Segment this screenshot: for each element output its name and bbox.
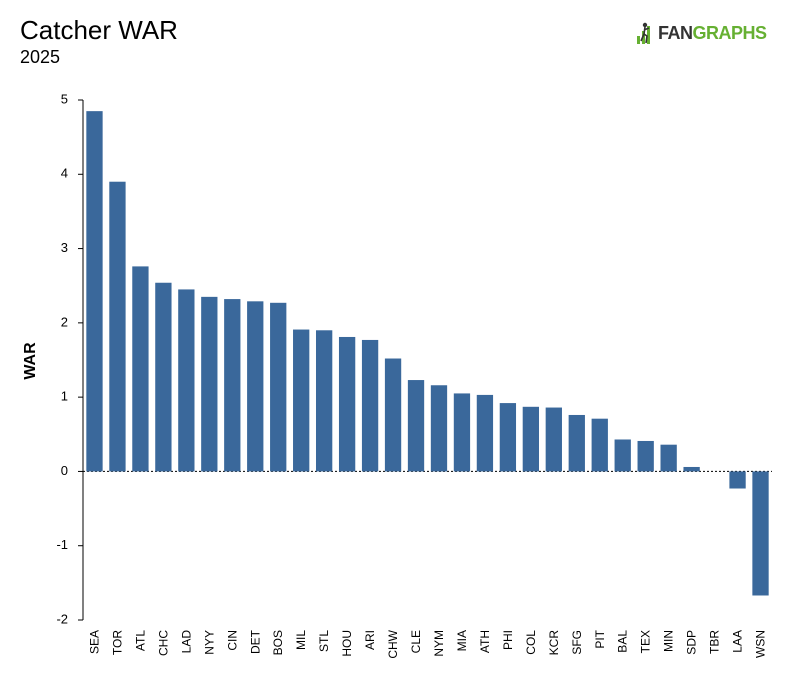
logo-text-graphs: GRAPHS (692, 22, 768, 43)
bar-hou (338, 336, 356, 472)
x-tick-label-sea: SEA (87, 630, 101, 654)
bar-sea (86, 111, 103, 472)
bar-det (247, 301, 264, 472)
bar-sdp (683, 466, 700, 472)
logo-text-fan: FAN (658, 22, 693, 43)
x-tick-label-tex: TEX (639, 630, 653, 653)
bar-bal (614, 439, 631, 472)
x-tick-label-tbr: TBR (708, 630, 722, 654)
x-tick-label-nyy: NYY (202, 630, 216, 655)
y-axis-ticks: 5 4 3 2 1 0 -1 -2 (56, 91, 83, 626)
bar-phi (499, 403, 517, 472)
bar-col (522, 406, 540, 472)
bar-cle (407, 380, 425, 472)
x-tick-label-bal: BAL (616, 630, 630, 653)
fangraphs-bars-icon (637, 22, 650, 44)
y-tick-label: -2 (56, 611, 68, 626)
x-tick-label-mia: MIA (455, 630, 469, 651)
x-tick-label-hou: HOU (340, 630, 354, 657)
x-tick-label-phi: PHI (501, 630, 515, 650)
x-tick-label-ath: ATH (478, 630, 492, 653)
x-tick-label-mil: MIL (294, 630, 308, 650)
y-tick-label: 1 (61, 389, 68, 404)
x-tick-label-nym: NYM (432, 630, 446, 657)
y-tick-label: 0 (61, 463, 68, 478)
bar-bos (270, 302, 287, 472)
bar-lad (178, 289, 195, 472)
bar-kcr (545, 407, 562, 472)
y-axis-title: WAR (22, 342, 39, 380)
x-tick-label-min: MIN (662, 630, 676, 652)
x-tick-label-chc: CHC (156, 630, 170, 656)
bar-ari (361, 339, 379, 472)
bar-nyy (201, 296, 218, 472)
x-tick-label-laa: LAA (731, 630, 745, 653)
x-tick-label-wsn: WSN (754, 630, 768, 658)
bar-nym (430, 385, 448, 472)
chart-title: Catcher WAR (20, 15, 178, 45)
bar-tex (637, 440, 654, 472)
bar-sfg (568, 414, 585, 472)
x-tick-label-tor: TOR (110, 630, 124, 655)
y-tick-label: 3 (61, 240, 68, 255)
x-tick-label-sdp: SDP (685, 630, 699, 655)
bar-chc (155, 282, 172, 472)
bar-min (660, 444, 677, 472)
bar-atl (132, 266, 149, 472)
x-tick-label-kcr: KCR (547, 630, 561, 656)
bar-ath (476, 394, 494, 472)
bar-stl (315, 330, 333, 472)
x-tick-label-ari: ARI (363, 630, 377, 650)
x-tick-label-pit: PIT (593, 629, 607, 648)
chart-subtitle: 2025 (20, 47, 61, 67)
bars-group (86, 111, 769, 596)
bar-cin (224, 299, 241, 472)
x-tick-label-det: DET (248, 629, 262, 654)
bar-chw (384, 358, 402, 472)
x-tick-label-cin: CIN (225, 630, 239, 651)
x-tick-label-sfg: SFG (570, 630, 584, 655)
bar-wsn (752, 471, 769, 596)
bar-tor (109, 181, 126, 472)
bar-laa (729, 471, 746, 489)
x-tick-label-stl: STL (317, 630, 331, 652)
y-tick-label: 5 (61, 91, 68, 106)
fangraphs-logo: FAN GRAPHS (636, 20, 767, 46)
x-tick-label-chw: CHW (386, 629, 400, 658)
bar-mil (293, 329, 310, 472)
x-axis-labels: SEA TOR ATL CHC LAD NYY CIN DET BOS MIL STL HOU ARI C… (87, 629, 767, 658)
x-tick-label-lad: LAD (179, 630, 193, 654)
bar-mia (453, 393, 471, 472)
bar-pit (591, 418, 608, 472)
x-tick-label-bos: BOS (271, 630, 285, 655)
x-tick-label-col: COL (524, 630, 538, 655)
y-tick-label: -1 (56, 537, 68, 552)
x-tick-label-atl: ATL (133, 630, 147, 651)
x-tick-label-cle: CLE (409, 630, 423, 653)
y-tick-label: 4 (61, 166, 68, 181)
y-tick-label: 2 (61, 314, 68, 329)
